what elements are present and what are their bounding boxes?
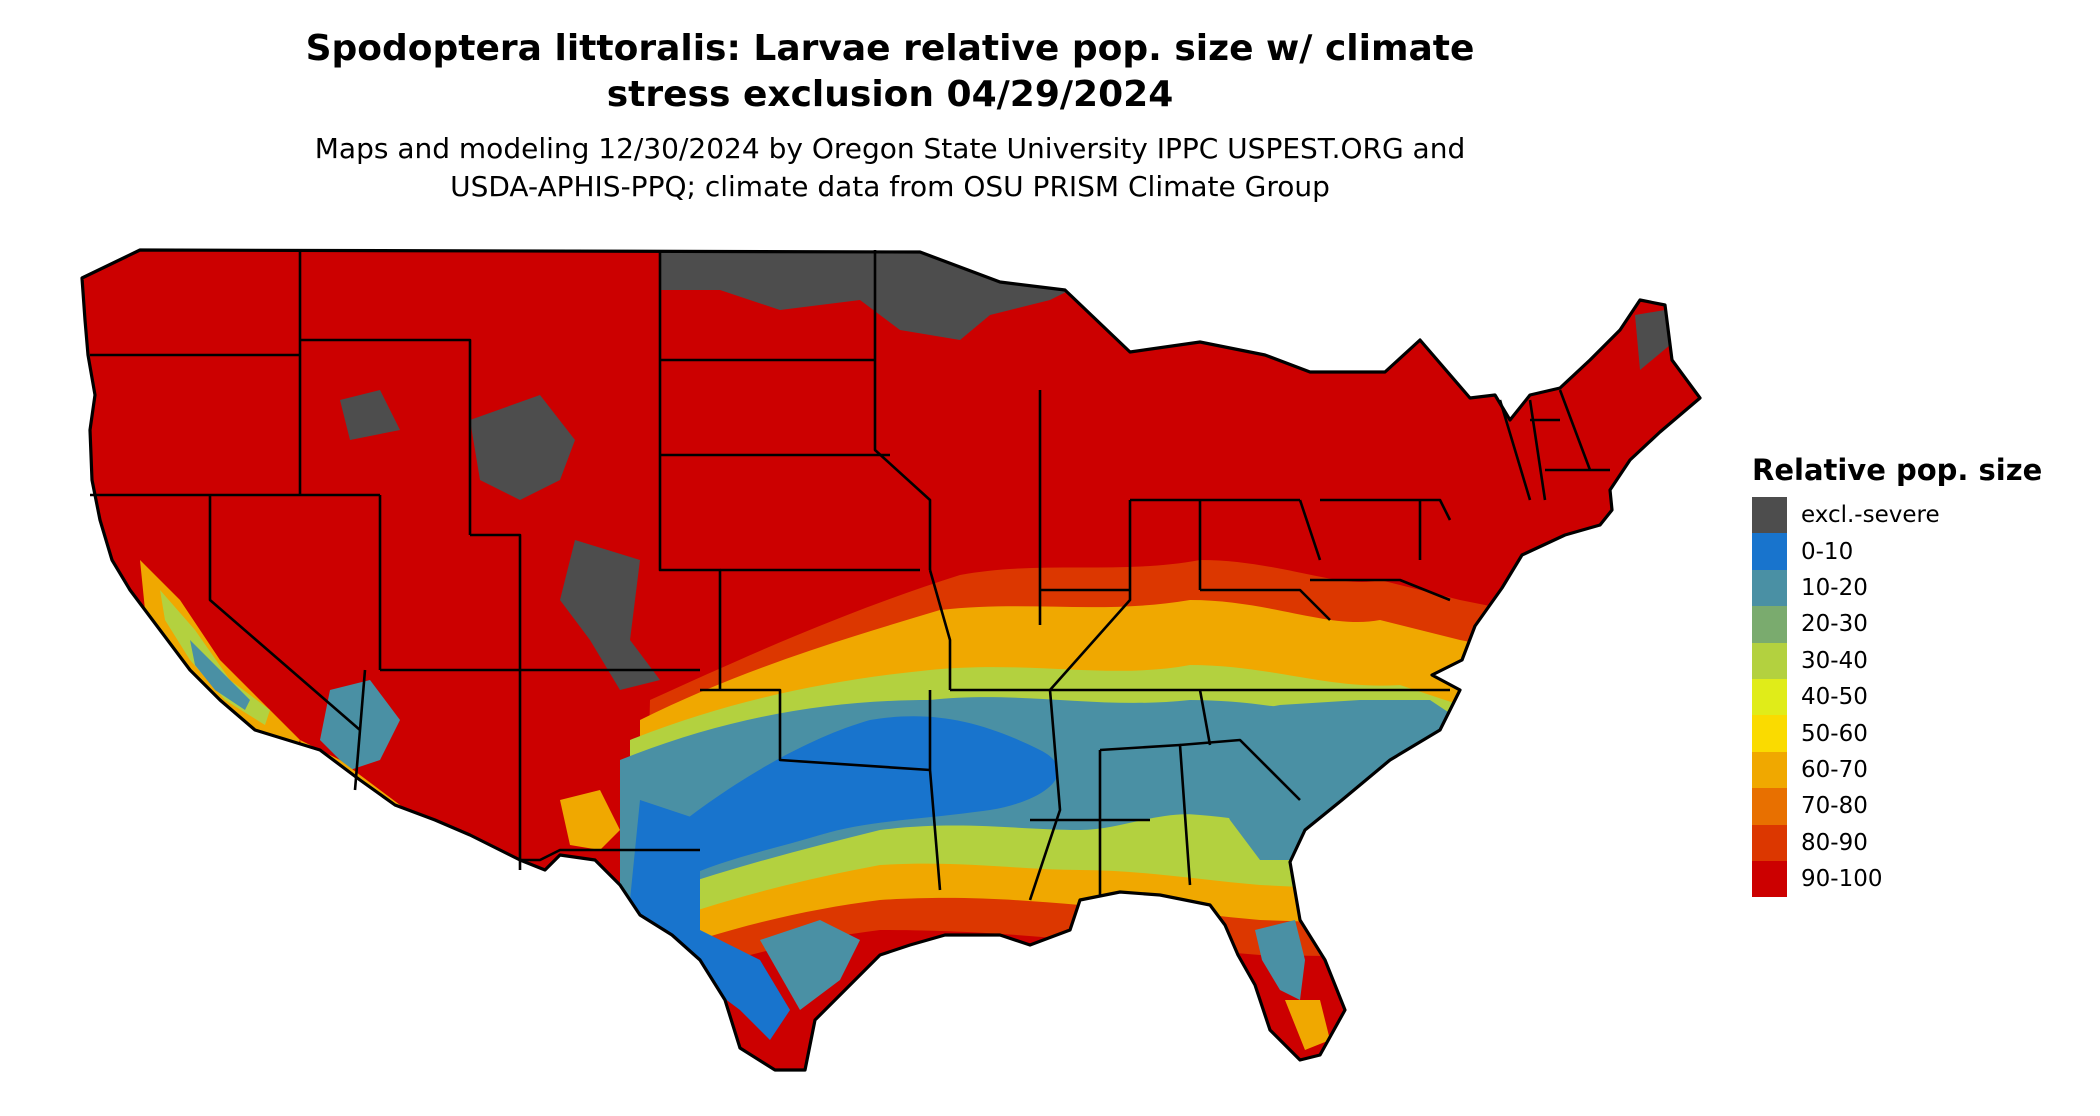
- legend-swatch: [1752, 860, 1787, 898]
- legend-label: 90-100: [1801, 866, 1883, 893]
- legend-item: 70-80: [1752, 788, 2042, 825]
- legend-item: 20-30: [1752, 606, 2042, 643]
- region-texas-blue: [630, 800, 790, 1040]
- region-band-0-10: [660, 716, 1059, 880]
- region-excl-wyoming: [470, 395, 575, 500]
- legend-swatch: [1752, 606, 1787, 643]
- region-florida-yellow: [1285, 1000, 1330, 1050]
- legend-label: 10-20: [1801, 574, 1868, 601]
- legend-swatch: [1752, 533, 1787, 570]
- legend-label: 20-30: [1801, 611, 1868, 638]
- legend-item: 90-100: [1752, 860, 2042, 898]
- legend-swatch: [1752, 642, 1787, 679]
- region-excl-idaho: [340, 390, 400, 440]
- legend-swatch: [1752, 497, 1787, 534]
- legend-swatch: [1752, 715, 1787, 752]
- map-title: Spodoptera littoralis: Larvae relative p…: [180, 26, 1600, 118]
- map-title-line-2: stress exclusion 04/29/2024: [606, 74, 1174, 115]
- region-texas-teal: [760, 920, 860, 1010]
- legend-item: 10-20: [1752, 569, 2042, 607]
- legend-swatch: [1752, 678, 1787, 716]
- legend-swatch: [1752, 751, 1787, 789]
- legend-items: excl.-severe 0-10 10-20 20-30 30-40 40-50 50-6…: [1752, 497, 2042, 898]
- region-excl-maine: [1635, 310, 1670, 370]
- legend-label: 60-70: [1801, 756, 1868, 783]
- region-carolinas-teal: [1200, 700, 1460, 860]
- legend: Relative pop. size excl.-severe 0-10 10-20…: [1752, 452, 2043, 898]
- legend-item: 80-90: [1752, 824, 2042, 861]
- legend-label: excl.-severe: [1801, 502, 1940, 529]
- legend-item: 0-10: [1752, 533, 2042, 570]
- region-newmexico-yellow: [560, 790, 620, 850]
- legend-label: 30-40: [1801, 647, 1868, 674]
- state-boundaries: [80, 248, 1702, 1072]
- legend-item: 50-60: [1752, 715, 2042, 752]
- legend-item: 30-40: [1752, 642, 2042, 679]
- legend-item: 60-70: [1752, 751, 2042, 789]
- legend-title: Relative pop. size: [1752, 453, 2043, 487]
- legend-label: 40-50: [1801, 684, 1868, 711]
- legend-label: 50-60: [1801, 720, 1868, 747]
- map-subtitle: Maps and modeling 12/30/2024 by Oregon S…: [180, 130, 1600, 206]
- region-florida-teal: [1255, 920, 1305, 1000]
- region-california-teal: [190, 640, 250, 710]
- legend-swatch: [1752, 824, 1787, 861]
- legend-label: 80-90: [1801, 829, 1868, 856]
- region-california-green: [160, 590, 270, 725]
- map-title-line-1: Spodoptera littoralis: Larvae relative p…: [305, 28, 1475, 69]
- legend-item: excl.-severe: [1752, 497, 2042, 534]
- legend-item: 40-50: [1752, 678, 2042, 716]
- region-excl-colorado: [560, 540, 660, 690]
- legend-swatch: [1752, 788, 1787, 825]
- legend-swatch: [1752, 569, 1787, 607]
- legend-label: 0-10: [1801, 538, 1854, 565]
- map-subtitle-line-2: USDA-APHIS-PPQ; climate data from OSU PR…: [450, 170, 1330, 203]
- legend-label: 70-80: [1801, 793, 1868, 820]
- map-subtitle-line-1: Maps and modeling 12/30/2024 by Oregon S…: [314, 132, 1466, 165]
- region-excl-north-minnesota: [660, 250, 1070, 340]
